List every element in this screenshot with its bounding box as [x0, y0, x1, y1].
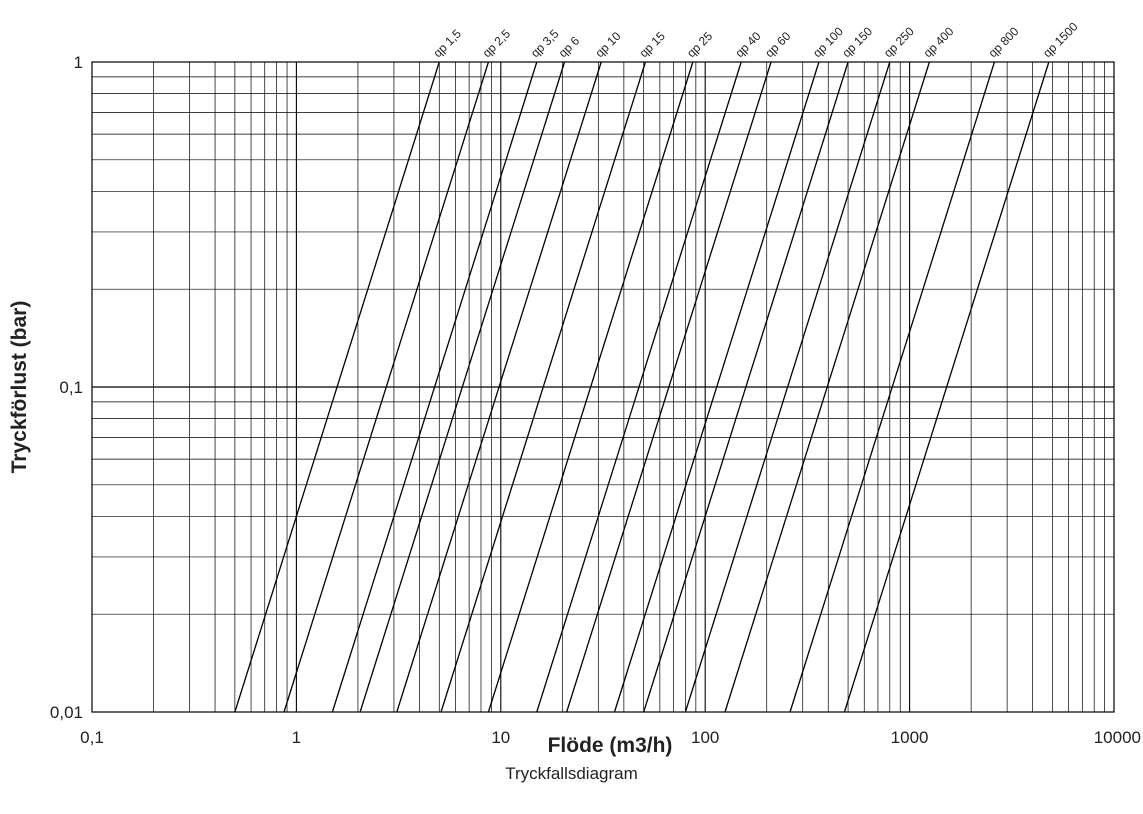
x-tick-label: 0,1: [80, 728, 104, 747]
grid: [92, 62, 1114, 712]
x-tick-label: 1000: [891, 728, 929, 747]
chart-caption: Tryckfallsdiagram: [505, 764, 638, 783]
series-label: qp 150: [839, 24, 875, 60]
series-label: qp 100: [810, 24, 846, 60]
series-labels: qp 1,5 qp 2,5 qp 3,5qp 6 qp 10 qp 15 qp 25 qp …: [430, 19, 1080, 60]
series-label: qp 40: [732, 29, 763, 60]
series-line: [684, 61, 891, 713]
y-axis-label: Tryckförlust (bar): [8, 301, 31, 474]
series-line: [643, 61, 849, 713]
series-line: [396, 61, 602, 713]
series-line: [536, 61, 742, 713]
series-line: [724, 61, 931, 713]
series-label: qp 60: [762, 29, 793, 60]
series-line: [440, 61, 647, 713]
series-line: [566, 61, 772, 713]
series-label: qp 10: [592, 29, 623, 60]
series-label: qp 1500: [1040, 19, 1081, 60]
series-label: qp 400: [921, 24, 957, 60]
series-line: [843, 61, 1050, 713]
x-tick-label: 100: [691, 728, 719, 747]
x-tick-label: 10000: [1094, 728, 1141, 747]
series-label: qp 800: [986, 24, 1022, 60]
plot-frame: [91, 61, 1115, 713]
y-tick-label: 0,01: [50, 703, 83, 722]
series-label: qp 250: [881, 24, 917, 60]
series-lines: [234, 61, 1050, 713]
x-tick-labels: 0,1 1 10 100 1000 10000: [80, 728, 1141, 747]
series-line: [331, 61, 538, 713]
series-line: [789, 61, 996, 713]
x-tick-label: 10: [491, 728, 510, 747]
y-tick-labels: 0,01 0,1 1: [50, 53, 83, 722]
series-label: qp 1,5: [430, 26, 464, 60]
series-label: qp 3,5: [528, 26, 562, 60]
x-axis-label: Flöde (m3/h): [548, 734, 673, 757]
series-line: [283, 61, 490, 713]
x-tick-label: 1: [292, 728, 301, 747]
series-label: qp 2,5: [480, 26, 514, 60]
series-line: [487, 61, 694, 713]
series-line: [613, 61, 820, 713]
y-tick-label: 1: [74, 53, 83, 72]
series-label: qp 25: [684, 29, 715, 60]
series-line: [234, 61, 440, 713]
series-line: [359, 61, 566, 713]
y-tick-label: 0,1: [59, 378, 83, 397]
series-label: qp 15: [637, 29, 668, 60]
